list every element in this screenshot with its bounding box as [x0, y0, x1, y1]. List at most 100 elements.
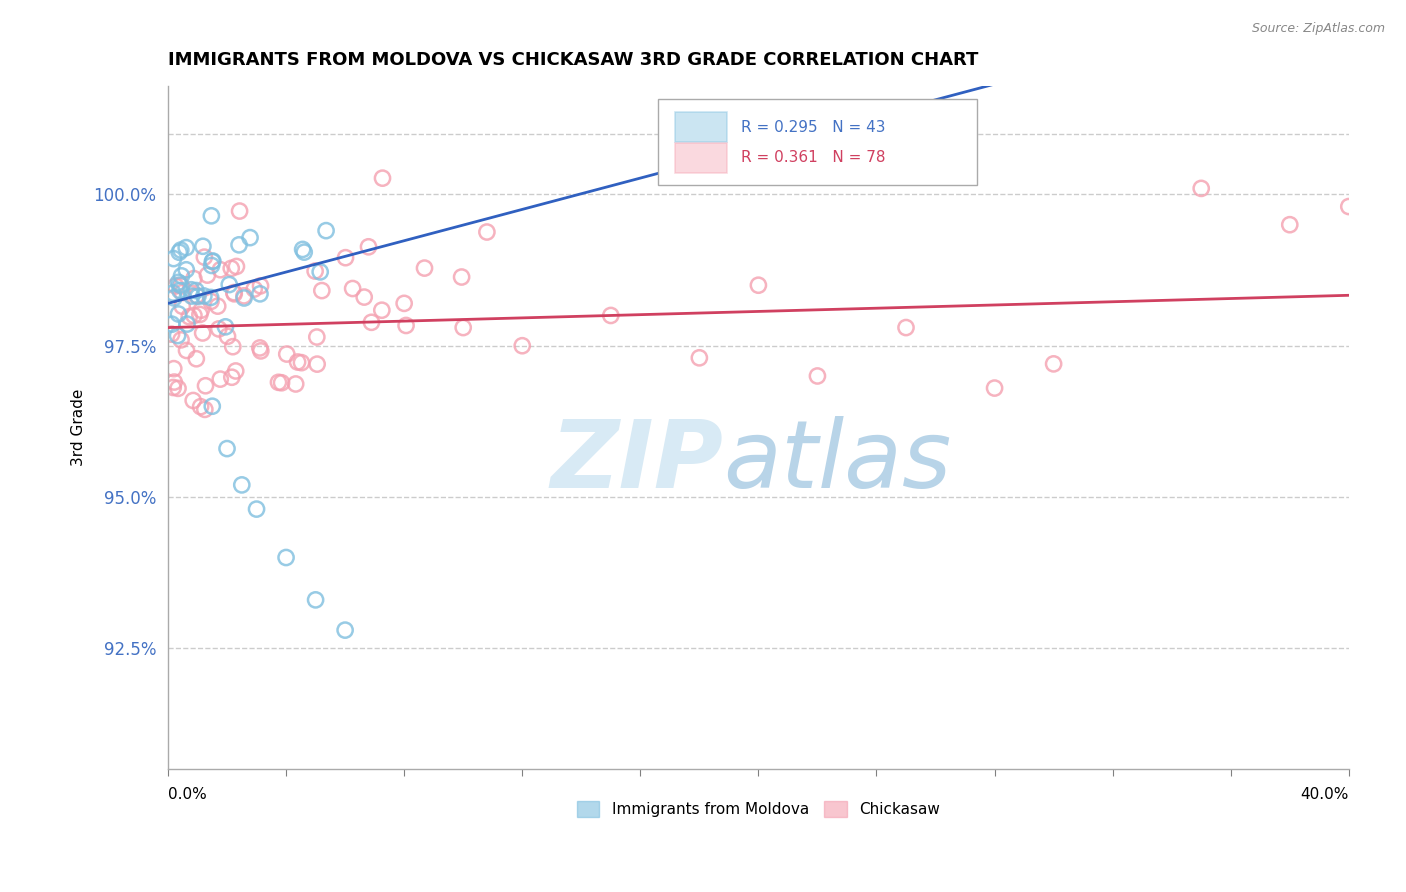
- Point: [1278, 218, 1301, 232]
- Point: [335, 251, 357, 265]
- Text: IMMIGRANTS FROM MOLDOVA VS CHICKASAW 3RD GRADE CORRELATION CHART: IMMIGRANTS FROM MOLDOVA VS CHICKASAW 3RD…: [167, 51, 979, 69]
- Point: [371, 171, 394, 186]
- Point: [201, 399, 224, 413]
- Point: [806, 368, 828, 383]
- Point: [183, 271, 205, 285]
- Point: [249, 286, 271, 301]
- Point: [172, 285, 194, 300]
- Point: [249, 278, 271, 293]
- Point: [163, 375, 186, 389]
- Point: [190, 400, 212, 414]
- Point: [169, 278, 191, 293]
- Point: [228, 237, 250, 252]
- Point: [688, 351, 710, 365]
- Point: [450, 270, 472, 285]
- Point: [353, 290, 375, 304]
- Text: ZIP: ZIP: [550, 416, 723, 508]
- Point: [160, 327, 183, 342]
- Point: [215, 442, 238, 456]
- Text: 0.0%: 0.0%: [167, 788, 207, 803]
- Point: [304, 264, 326, 278]
- Point: [360, 315, 382, 329]
- Point: [162, 252, 184, 266]
- Point: [231, 478, 253, 492]
- Point: [249, 341, 271, 355]
- Point: [190, 303, 212, 318]
- Point: [1337, 200, 1360, 214]
- Point: [284, 376, 307, 391]
- FancyBboxPatch shape: [675, 112, 727, 142]
- Point: [371, 303, 394, 318]
- Point: [193, 250, 215, 264]
- Point: [194, 402, 217, 417]
- Point: [167, 381, 190, 395]
- Point: [179, 310, 201, 324]
- Point: [191, 326, 214, 340]
- Point: [270, 376, 292, 390]
- Point: [894, 320, 917, 334]
- Point: [187, 289, 209, 303]
- Point: [160, 317, 183, 331]
- Point: [209, 372, 232, 386]
- Point: [309, 265, 332, 279]
- Point: [176, 317, 198, 331]
- Text: 40.0%: 40.0%: [1301, 788, 1348, 803]
- Point: [291, 243, 314, 257]
- Point: [214, 319, 236, 334]
- Point: [170, 279, 193, 293]
- Point: [983, 381, 1005, 395]
- Point: [413, 261, 436, 276]
- Point: [167, 245, 190, 260]
- Point: [747, 278, 769, 293]
- FancyBboxPatch shape: [658, 99, 977, 185]
- Point: [225, 260, 247, 274]
- Point: [200, 209, 222, 223]
- Point: [167, 276, 190, 290]
- Point: [599, 309, 621, 323]
- Point: [250, 343, 273, 358]
- Point: [200, 294, 222, 309]
- Point: [201, 254, 224, 268]
- Point: [342, 281, 364, 295]
- Point: [162, 380, 184, 394]
- Y-axis label: 3rd Grade: 3rd Grade: [72, 389, 86, 467]
- Point: [163, 361, 186, 376]
- Point: [207, 299, 229, 313]
- Text: Source: ZipAtlas.com: Source: ZipAtlas.com: [1251, 22, 1385, 36]
- Point: [221, 370, 243, 384]
- Point: [1189, 181, 1212, 195]
- Point: [174, 262, 197, 277]
- Point: [287, 355, 309, 369]
- Point: [315, 224, 337, 238]
- Point: [243, 282, 266, 296]
- Point: [174, 241, 197, 255]
- Point: [475, 225, 498, 239]
- Point: [170, 333, 193, 347]
- Text: R = 0.361   N = 78: R = 0.361 N = 78: [741, 151, 886, 166]
- Point: [193, 289, 215, 303]
- Point: [292, 245, 315, 260]
- Text: R = 0.295   N = 43: R = 0.295 N = 43: [741, 120, 886, 135]
- Point: [166, 328, 188, 343]
- Point: [304, 592, 326, 607]
- Point: [357, 240, 380, 254]
- Point: [167, 307, 190, 321]
- Point: [170, 268, 193, 283]
- Point: [184, 284, 207, 298]
- Point: [225, 364, 247, 378]
- Point: [180, 283, 202, 297]
- Text: atlas: atlas: [723, 416, 952, 507]
- Point: [194, 378, 217, 392]
- Legend: Immigrants from Moldova, Chickasaw: Immigrants from Moldova, Chickasaw: [571, 795, 946, 823]
- Point: [1042, 357, 1064, 371]
- Point: [169, 284, 191, 298]
- Point: [197, 268, 219, 282]
- Point: [180, 289, 202, 303]
- Point: [290, 356, 312, 370]
- Point: [201, 259, 224, 273]
- Point: [510, 339, 533, 353]
- Point: [274, 550, 297, 565]
- Point: [176, 343, 198, 358]
- Point: [233, 291, 256, 305]
- Point: [219, 261, 242, 276]
